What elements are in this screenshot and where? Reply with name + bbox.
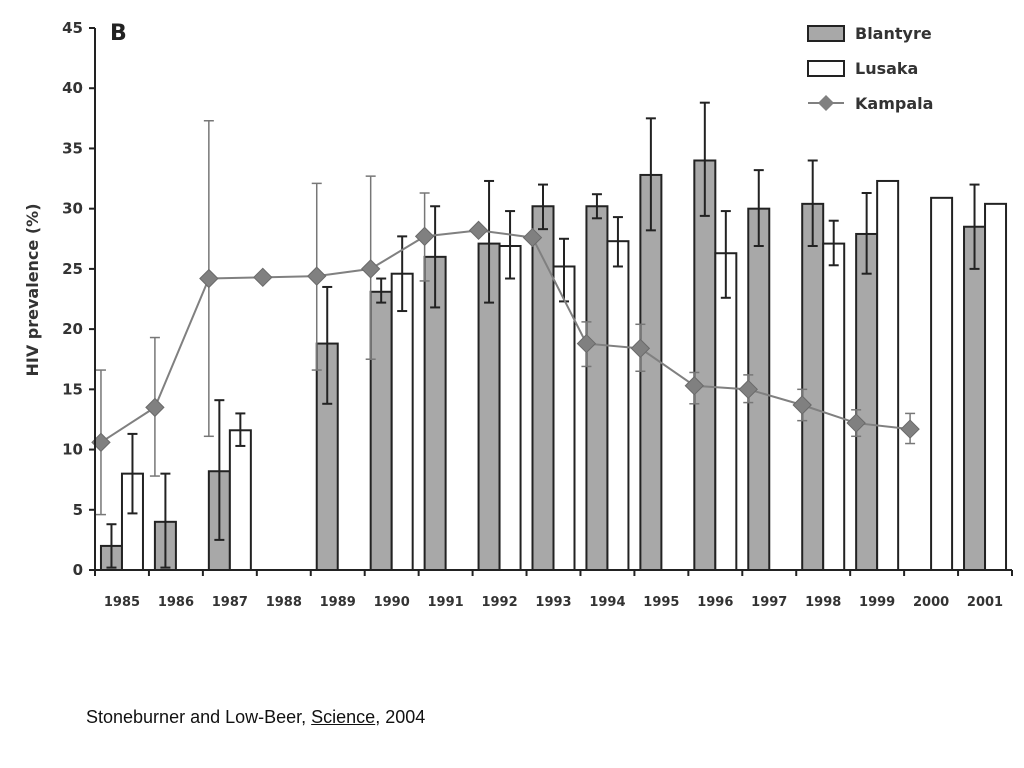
x-tick-label-1986: 1986 — [158, 595, 194, 610]
errorbar-blantyre-1987 — [214, 399, 225, 541]
x-tick-label-2000: 2000 — [913, 595, 949, 610]
errorbar-blantyre-1994 — [591, 193, 602, 220]
x-tick-label-1987: 1987 — [212, 595, 248, 610]
panel-label: B — [110, 21, 127, 46]
citation-journal: Science — [311, 707, 376, 727]
bar-lusaka-1998 — [822, 242, 846, 571]
y-tick-label-15: 15 — [62, 380, 83, 398]
errorbar-lusaka-1992 — [505, 210, 516, 280]
y-tick-label-10: 10 — [62, 441, 83, 459]
bar-blantyre-1994 — [585, 205, 609, 571]
errorbar-blantyre-1990 — [376, 277, 387, 304]
citation-year: , 2004 — [375, 707, 426, 727]
x-tick-label-1997: 1997 — [751, 595, 787, 610]
point-kampala-1996 — [684, 376, 705, 396]
errorbar-lusaka-1996 — [720, 210, 731, 299]
point-kampala-1991 — [414, 226, 435, 247]
errorbar-blantyre-1985 — [106, 523, 117, 569]
bar-blantyre-1995 — [639, 173, 663, 571]
bar-blantyre-1998 — [801, 202, 825, 572]
bar-blantyre-1993 — [531, 205, 555, 571]
legend-swatch-lusaka — [807, 60, 845, 77]
errorbar-blantyre-1995 — [645, 117, 656, 232]
point-kampala-1995 — [630, 338, 651, 359]
errorbar-blantyre-1989 — [322, 285, 333, 405]
x-tick-label-1999: 1999 — [859, 595, 895, 610]
errorbar-blantyre-1997 — [753, 169, 764, 248]
point-kampala-1993 — [522, 227, 543, 248]
point-kampala-1994 — [576, 333, 597, 354]
hiv-prevalence-chart: 0 5 10 15 20 25 30 35 40 45 1985 1986 1987 1988 1989 19… — [23, 19, 1013, 610]
bar-lusaka-2000 — [930, 196, 954, 571]
errorbar-blantyre-1991 — [430, 205, 441, 309]
y-tick-label-0: 0 — [73, 561, 83, 579]
x-tick-label-1994: 1994 — [589, 595, 625, 610]
x-tick-label-1988: 1988 — [266, 595, 302, 610]
bar-blantyre-1999 — [855, 232, 879, 572]
legend-marker-kampala — [818, 95, 834, 111]
bar-lusaka-1999 — [876, 179, 900, 571]
legend-swatch-blantyre — [807, 25, 845, 42]
errorbar-blantyre-1996 — [699, 101, 710, 217]
bar-lusaka-1990 — [390, 272, 414, 571]
bar-lusaka-2001 — [984, 202, 1008, 572]
x-tick-label-1992: 1992 — [481, 595, 517, 610]
errorbar-lusaka-1987 — [235, 412, 246, 447]
point-kampala-1990 — [360, 259, 381, 279]
errorbar-blantyre-1998 — [807, 159, 818, 248]
x-tick-label-2001: 2001 — [967, 595, 1003, 610]
y-axis-title: HIV prevalence (%) — [23, 203, 42, 376]
errorbar-lusaka-1994 — [612, 216, 623, 268]
point-kampala-1997 — [738, 379, 758, 400]
bar-blantyre-1990 — [369, 290, 393, 571]
point-kampala-1992 — [468, 220, 489, 241]
errorbar-blantyre-2001 — [969, 183, 980, 270]
legend-label-blantyre: Blantyre — [855, 24, 932, 43]
legend-label-kampala: Kampala — [855, 94, 933, 113]
bar-blantyre-1996 — [693, 159, 717, 571]
point-kampala-1988 — [253, 267, 273, 288]
point-kampala-1986 — [145, 397, 165, 418]
series-line-kampala — [100, 229, 911, 444]
bar-lusaka-1994 — [606, 240, 630, 571]
errorbar-blantyre-1993 — [538, 183, 548, 231]
y-tick-label-20: 20 — [62, 320, 83, 338]
point-kampala-2000 — [900, 419, 920, 439]
citation: Stoneburner and Low-Beer, Science, 2004 — [86, 707, 425, 728]
bar-lusaka-1996 — [714, 252, 738, 571]
citation-authors: Stoneburner and Low-Beer, — [86, 707, 312, 727]
x-tick-label-1989: 1989 — [320, 595, 356, 610]
x-tick-label-1995: 1995 — [643, 595, 679, 610]
errorbar-blantyre-1986 — [160, 472, 171, 569]
y-tick-label-35: 35 — [62, 139, 83, 157]
x-tick-label-1998: 1998 — [805, 595, 841, 610]
x-tick-label-1991: 1991 — [428, 595, 464, 610]
legend-item-kampala: Kampala — [808, 94, 933, 113]
errorbar-blantyre-1992 — [484, 179, 495, 304]
x-tick-label-1985: 1985 — [104, 595, 140, 610]
y-tick-label-5: 5 — [73, 501, 83, 519]
legend-item-blantyre: Blantyre — [807, 24, 932, 43]
point-kampala-1987 — [199, 268, 219, 289]
y-tick-label-25: 25 — [62, 260, 83, 278]
y-tick-label-40: 40 — [62, 79, 83, 97]
bar-lusaka-1987 — [228, 429, 252, 572]
x-tick-label-1993: 1993 — [535, 595, 571, 610]
point-kampala-1989 — [307, 266, 327, 286]
bar-lusaka-1992 — [498, 245, 522, 571]
legend-label-lusaka: Lusaka — [855, 59, 918, 78]
point-kampala-1998 — [792, 395, 812, 415]
x-tick-label-1990: 1990 — [374, 595, 410, 610]
y-tick-label-30: 30 — [62, 200, 83, 218]
x-tick-label-1996: 1996 — [697, 595, 733, 610]
y-tick-label-45: 45 — [62, 19, 83, 37]
errorbar-lusaka-1998 — [828, 219, 839, 267]
errorbar-blantyre-1999 — [861, 192, 872, 275]
errorbar-lusaka-1985 — [127, 432, 138, 515]
point-kampala-1999 — [846, 413, 866, 433]
legend-item-lusaka: Lusaka — [807, 59, 918, 78]
bar-blantyre-2001 — [963, 225, 987, 571]
